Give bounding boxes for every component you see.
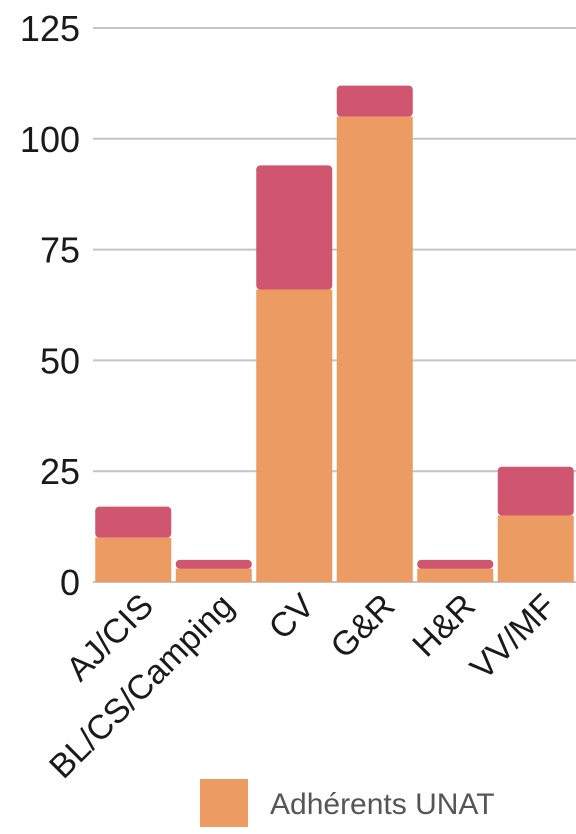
- y-tick-label-100: 100: [20, 119, 80, 160]
- bar-cv-segment-2: [256, 165, 333, 290]
- x-tick-label-cv: CV: [262, 587, 322, 647]
- x-tick-label-vv-mf: VV/MF: [463, 587, 563, 687]
- y-tick-label-125: 125: [20, 8, 80, 49]
- y-axis-tick-labels: 0 25 50 75 100 125: [20, 8, 80, 603]
- y-tick-label-75: 75: [40, 230, 80, 271]
- bar-g-r-segment-2: [336, 85, 413, 117]
- bar-bl-cs-camping-segment-2: [175, 559, 252, 569]
- grid-lines: [93, 27, 576, 583]
- y-tick-label-50: 50: [40, 340, 80, 381]
- bar-vv-mf-segment-1: [497, 515, 574, 582]
- y-tick-label-25: 25: [40, 451, 80, 492]
- bar-aj-cis-segment-2: [95, 506, 172, 538]
- bar-bl-cs-camping-segment-1: [175, 568, 252, 582]
- bars: [95, 85, 574, 582]
- bar-h-r-segment-1: [417, 568, 494, 582]
- y-tick-label-0: 0: [60, 562, 80, 603]
- bar-vv-mf-segment-2: [497, 466, 574, 516]
- bar-aj-cis-segment-1: [95, 537, 172, 582]
- x-tick-label-g-r: G&R: [323, 587, 402, 666]
- bar-h-r-segment-2: [417, 559, 494, 569]
- legend: Adhérents UNAT: [200, 779, 495, 827]
- bar-cv-segment-1: [256, 289, 333, 582]
- bar-g-r-segment-1: [336, 116, 413, 582]
- legend-label-adherents-unat: Adhérents UNAT: [270, 788, 495, 821]
- legend-swatch-adherents-unat: [200, 779, 248, 827]
